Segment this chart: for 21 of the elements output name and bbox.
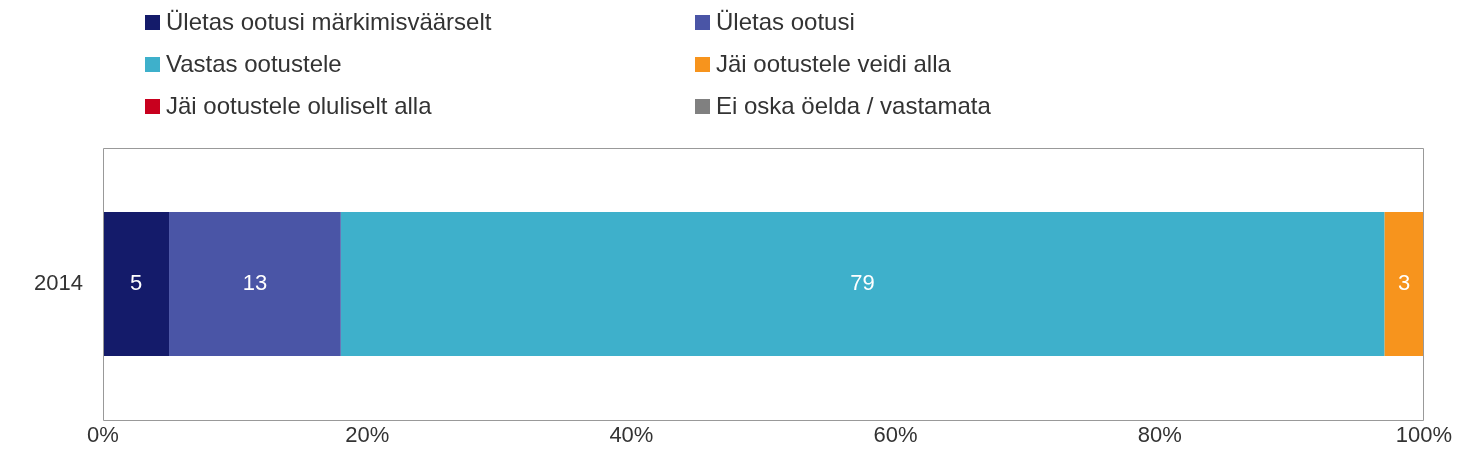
legend-label: Vastas ootustele — [166, 50, 342, 78]
x-tick-label: 20% — [345, 422, 390, 448]
legend-label: Jäi ootustele veidi alla — [716, 50, 951, 78]
legend-label: Jäi ootustele oluliselt alla — [166, 92, 432, 120]
legend-label: Ei oska öelda / vastamata — [716, 92, 991, 120]
bar — [1384, 211, 1424, 357]
data-label: 79 — [850, 270, 875, 296]
x-tick-label: 0% — [87, 422, 119, 448]
x-tick-label: 40% — [609, 422, 654, 448]
bar — [340, 211, 1385, 357]
data-label: 13 — [242, 270, 268, 296]
data-label: 5 — [129, 270, 143, 296]
x-tick-label: 60% — [873, 422, 918, 448]
y-tick-label: 2014 — [34, 270, 83, 296]
legend-label: Ületas ootusi — [716, 8, 855, 36]
data-label: 3 — [1398, 270, 1411, 296]
bar — [103, 211, 170, 357]
legend-label: Ületas ootusi märkimisväärselt — [166, 8, 492, 36]
x-tick-label: 100% — [1395, 422, 1453, 448]
bar — [169, 211, 341, 357]
x-tick-label: 80% — [1137, 422, 1182, 448]
